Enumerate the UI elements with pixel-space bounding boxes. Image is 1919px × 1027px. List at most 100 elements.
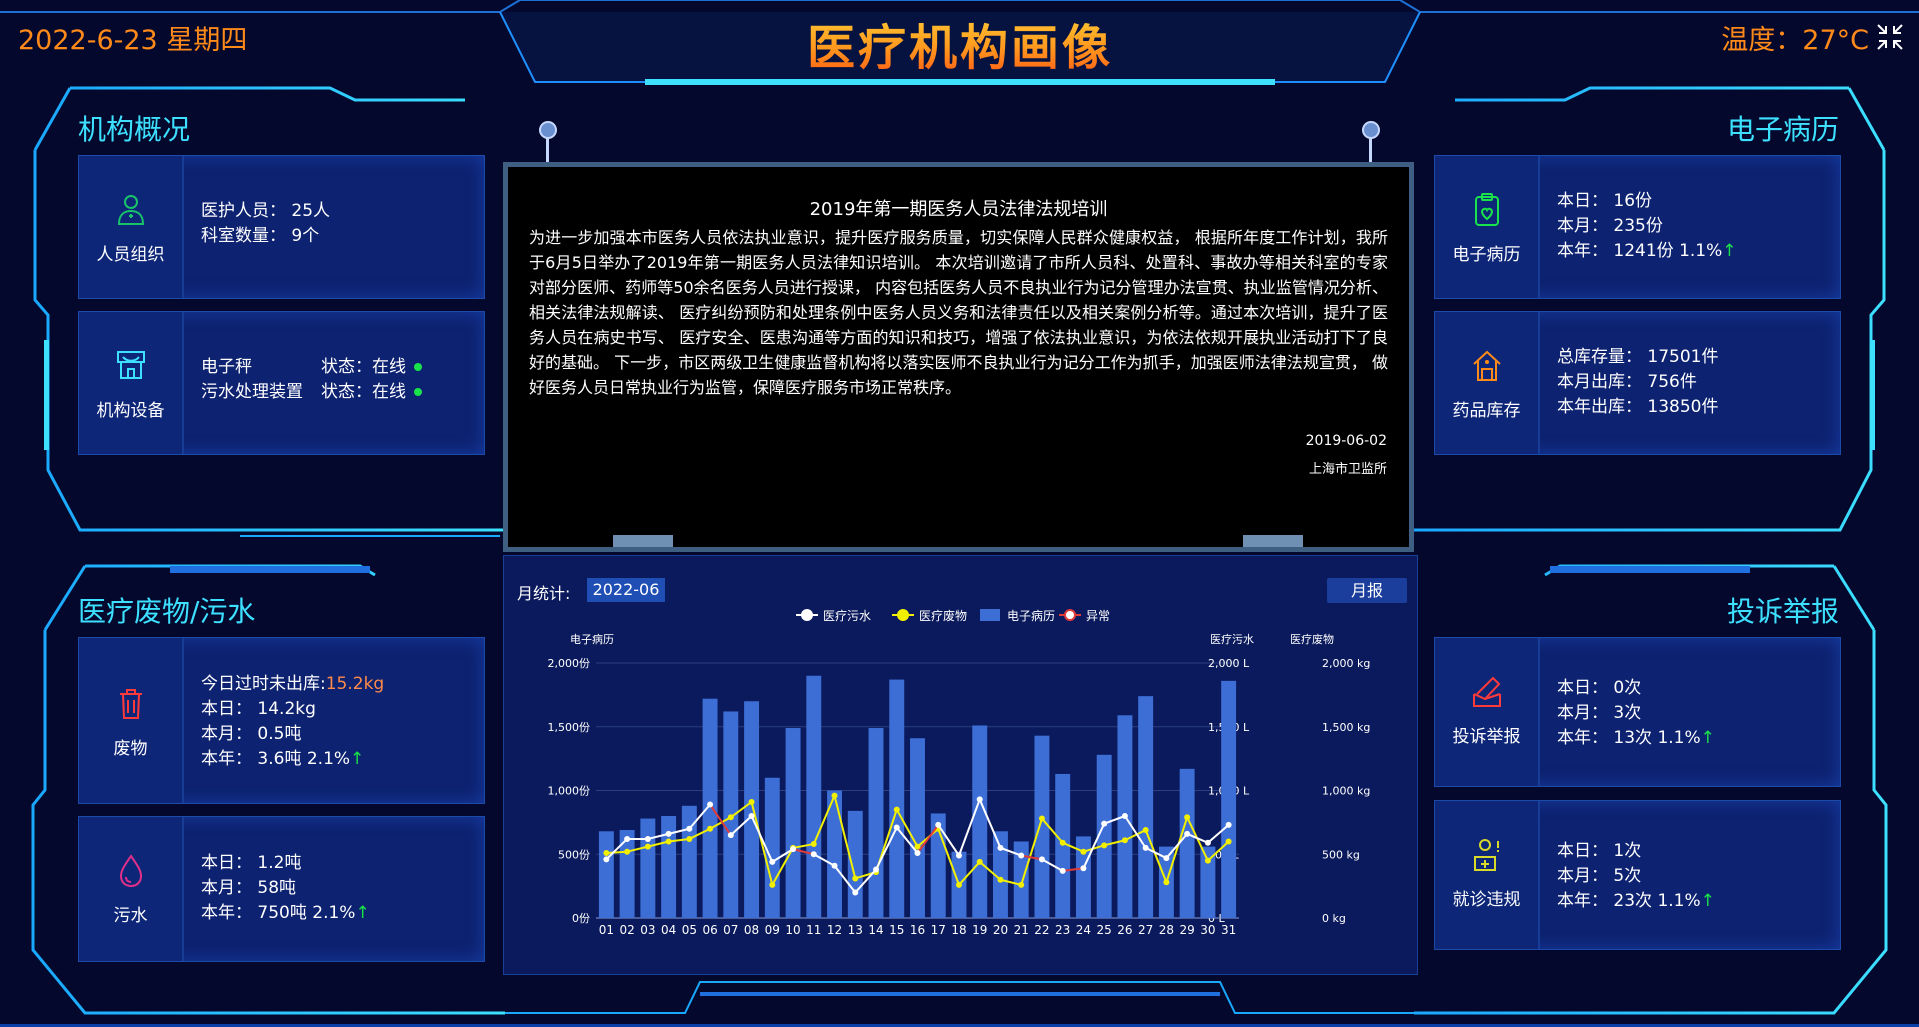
medical-staff-icon xyxy=(115,192,147,228)
eraser-icon xyxy=(1243,535,1303,547)
data-point xyxy=(749,813,755,819)
legend-swatch xyxy=(980,609,1000,621)
data-point xyxy=(1018,882,1024,888)
equipment-label: 机构设备 xyxy=(79,396,182,421)
medical-record-icon xyxy=(1471,192,1503,228)
data-point xyxy=(728,832,734,838)
bar xyxy=(786,728,801,918)
solid-waste-icon-column: 废物 xyxy=(79,638,184,803)
y-tick-label: 1,000份 xyxy=(548,785,591,798)
x-tick-label: 23 xyxy=(1055,923,1070,937)
patient-violation-icon xyxy=(1471,837,1503,873)
data-point xyxy=(1184,814,1190,820)
data-point xyxy=(977,796,983,802)
data-point xyxy=(1018,853,1024,859)
x-tick-label: 12 xyxy=(827,923,842,937)
data-point xyxy=(769,859,775,865)
complaint-month: 本月： 3次 xyxy=(1557,701,1715,726)
complaint-icon-column: 投诉举报 xyxy=(1435,638,1540,786)
x-tick-label: 24 xyxy=(1076,923,1091,937)
data-point xyxy=(852,890,858,896)
x-tick-label: 27 xyxy=(1138,923,1153,937)
legend-marker xyxy=(1065,610,1075,620)
fullscreen-exit-icon[interactable] xyxy=(1875,22,1905,52)
data-point xyxy=(666,831,672,837)
x-tick-label: 30 xyxy=(1200,923,1215,937)
sewage-card: 污水 本日： 1.2吨 本月： 58吨 本年： 750吨 2.1%↑ xyxy=(78,816,485,962)
right-axis-title: 医疗废物 xyxy=(1290,632,1334,646)
x-tick-label: 25 xyxy=(1097,923,1112,937)
complaint-year-row: 本年： 13次 1.1%↑ xyxy=(1557,726,1715,751)
solid-waste-day: 本日： 14.2kg xyxy=(201,697,384,722)
data-point xyxy=(811,851,817,857)
y3-tick-label: 1,000 kg xyxy=(1322,785,1370,798)
bar xyxy=(744,701,759,918)
equipment-icon-column: 机构设备 xyxy=(79,312,184,454)
x-tick-label: 21 xyxy=(1014,923,1029,937)
data-point xyxy=(1205,840,1211,846)
sewage-day: 本日： 1.2吨 xyxy=(201,851,370,876)
x-tick-label: 20 xyxy=(993,923,1008,937)
page-title: 医疗机构画像 xyxy=(760,8,1160,78)
data-point xyxy=(1080,865,1086,871)
overdue-row: 今日过时未出库:15.2kg xyxy=(201,672,384,697)
up-arrow-icon: ↑ xyxy=(1701,891,1715,911)
staff-count: 医护人员： 25人 xyxy=(201,199,330,224)
bar xyxy=(1200,847,1215,918)
data-point xyxy=(645,836,651,842)
monthly-stats-panel: 月统计: 2022-06 月报 医疗污水 医疗废物 电子病历 异常 电子病历 医疗污水 医疗… xyxy=(503,555,1418,975)
violation-info: 本日： 1次 本月： 5次 本年： 23次 1.1%↑ xyxy=(1557,839,1715,914)
data-point xyxy=(1143,827,1149,833)
notice-org: 上海市卫监所 xyxy=(1309,458,1387,477)
y-tick-label: 1,500份 xyxy=(548,721,591,734)
equipment-row: 污水处理装置 状态：在线 xyxy=(201,380,422,405)
bar xyxy=(1221,681,1236,918)
data-point xyxy=(997,877,1003,883)
data-point xyxy=(1080,849,1086,855)
up-arrow-icon: ↑ xyxy=(355,903,369,923)
x-tick-label: 18 xyxy=(951,923,966,937)
data-point xyxy=(852,875,858,881)
sewage-info: 本日： 1.2吨 本月： 58吨 本年： 750吨 2.1%↑ xyxy=(201,851,370,926)
data-point xyxy=(790,846,796,852)
solid-waste-label: 废物 xyxy=(79,734,182,759)
sewage-month: 本月： 58吨 xyxy=(201,876,370,901)
equipment-icon xyxy=(115,348,147,384)
complaint-info: 本日： 0次 本月： 3次 本年： 13次 1.1%↑ xyxy=(1557,676,1715,751)
data-point xyxy=(645,844,651,850)
data-point xyxy=(1226,822,1232,828)
emr-year: 本年： 1241份 1.1% xyxy=(1557,241,1722,261)
data-point xyxy=(832,863,838,869)
x-tick-label: 14 xyxy=(868,923,883,937)
notice-body: 为进一步加强本市医务人员依法执业意识，提升医疗服务质量，切实保障人民群众健康权益… xyxy=(529,225,1388,400)
drug-month-out: 本月出库： 756件 xyxy=(1557,370,1718,395)
data-point xyxy=(624,849,630,855)
x-tick-label: 26 xyxy=(1117,923,1132,937)
bar xyxy=(765,778,780,918)
x-tick-label: 10 xyxy=(785,923,800,937)
x-tick-label: 08 xyxy=(744,923,759,937)
x-tick-label: 09 xyxy=(765,923,780,937)
solid-waste-year: 本年： 3.6吨 2.1% xyxy=(201,749,350,769)
emr-month: 本月： 235份 xyxy=(1557,214,1737,239)
data-point xyxy=(1226,839,1232,845)
emr-year-row: 本年： 1241份 1.1%↑ xyxy=(1557,239,1737,264)
data-point xyxy=(1101,821,1107,827)
solid-waste-month: 本月： 0.5吨 xyxy=(201,722,384,747)
data-point xyxy=(977,859,983,865)
x-tick-label: 31 xyxy=(1221,923,1236,937)
bar xyxy=(640,819,655,918)
staff-label: 人员组织 xyxy=(79,240,182,265)
eraser-icon xyxy=(613,535,673,547)
drug-total: 总库存量： 17501件 xyxy=(1557,345,1718,370)
violation-month: 本月： 5次 xyxy=(1557,864,1715,889)
equipment-status: 状态：在线 xyxy=(321,382,406,402)
x-tick-label: 04 xyxy=(661,923,676,937)
violation-icon-column: 就诊违规 xyxy=(1435,801,1540,949)
bar xyxy=(1034,736,1049,918)
x-tick-label: 17 xyxy=(931,923,946,937)
waste-title: 医疗废物/污水 xyxy=(78,590,255,630)
data-point xyxy=(749,799,755,805)
x-tick-label: 02 xyxy=(619,923,634,937)
legend-marker xyxy=(802,610,812,620)
